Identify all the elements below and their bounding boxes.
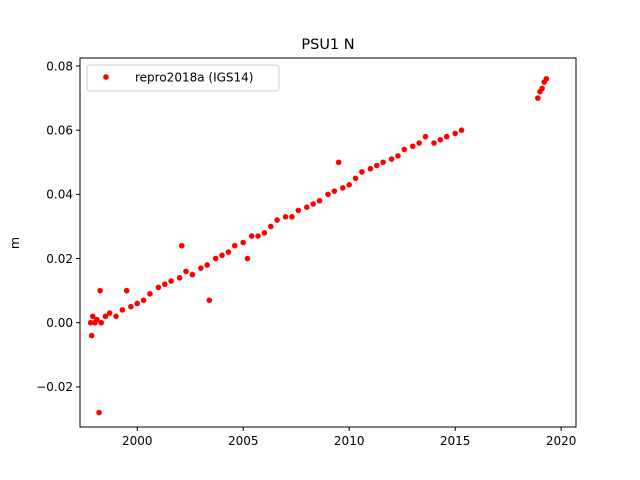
legend-label: repro2018a (IGS14): [135, 71, 253, 85]
chart-title: PSU1 N: [301, 37, 354, 53]
data-point: [96, 409, 102, 416]
data-point: [274, 217, 280, 223]
data-point: [240, 239, 247, 246]
data-point: [219, 252, 225, 259]
data-point: [183, 268, 189, 275]
data-point: [244, 255, 251, 262]
data-point: [155, 284, 162, 291]
x-tick-label: 2000: [122, 434, 153, 448]
data-point: [316, 197, 323, 204]
data-point: [89, 313, 96, 320]
data-point: [458, 127, 465, 133]
data-point: [543, 76, 550, 82]
data-point: [416, 140, 422, 146]
y-axis-ticks: −0.02 0.00 0.02 0.04 0.06 0.08: [36, 59, 80, 394]
data-point: [255, 233, 261, 239]
data-point: [535, 95, 541, 101]
data-point: [248, 233, 255, 239]
data-point: [409, 143, 416, 150]
data-point: [178, 242, 185, 249]
data-point: [204, 262, 210, 268]
data-point: [140, 297, 147, 304]
data-point: [231, 242, 238, 249]
data-point: [289, 214, 295, 220]
data-point: [147, 291, 153, 297]
x-tick-label: 2010: [334, 434, 365, 448]
data-point: [113, 313, 119, 320]
x-tick-label: 2020: [546, 434, 577, 448]
data-point: [388, 156, 395, 162]
data-point: [102, 313, 109, 320]
data-point: [88, 332, 95, 339]
x-tick-label: 2015: [440, 434, 471, 448]
plot-frame: [79, 57, 577, 428]
data-point: [325, 191, 331, 198]
data-point: [119, 307, 126, 313]
data-point: [282, 214, 289, 220]
data-point: [128, 303, 134, 310]
data-point: [431, 140, 437, 146]
x-axis-ticks: 2000 2005 2010 2015 2020: [122, 427, 576, 448]
data-point: [539, 85, 545, 92]
data-point: [198, 265, 204, 271]
data-point: [267, 223, 274, 230]
x-tick-label: 2005: [228, 434, 259, 448]
data-point: [331, 188, 338, 194]
data-point: [452, 130, 458, 137]
data-point: [359, 169, 365, 175]
data-point: [401, 146, 408, 153]
data-point: [422, 133, 429, 140]
data-point: [97, 287, 103, 294]
data-point: [87, 319, 94, 326]
data-point: [225, 249, 232, 255]
legend-marker: [103, 74, 109, 80]
y-tick-label: 0.00: [46, 316, 73, 330]
data-points: [87, 76, 550, 416]
data-point: [380, 159, 386, 166]
data-point: [367, 165, 374, 172]
data-point: [176, 275, 183, 281]
data-point: [123, 287, 130, 294]
data-point: [352, 175, 359, 182]
data-point: [304, 204, 310, 210]
data-point: [168, 278, 174, 284]
data-point: [98, 319, 104, 326]
data-point: [161, 281, 168, 288]
data-point: [261, 230, 268, 236]
data-point: [94, 316, 100, 323]
y-axis-label: m: [7, 237, 22, 249]
data-point: [340, 185, 346, 191]
data-point: [295, 207, 302, 214]
data-point: [335, 159, 342, 166]
data-point: [346, 181, 353, 188]
data-point: [443, 133, 450, 140]
data-point: [212, 255, 219, 262]
legend: repro2018a (IGS14): [86, 64, 280, 92]
data-point: [206, 297, 213, 304]
y-tick-label: 0.06: [46, 123, 73, 137]
y-tick-label: 0.04: [46, 188, 73, 202]
data-point: [310, 201, 316, 207]
data-point: [106, 310, 113, 316]
legend-box: [86, 64, 280, 92]
data-point: [373, 162, 380, 169]
y-tick-label: 0.02: [46, 252, 73, 266]
data-point: [189, 271, 196, 278]
y-tick-label: −0.02: [36, 380, 73, 394]
data-point: [395, 153, 401, 159]
y-tick-label: 0.08: [46, 59, 73, 73]
data-point: [134, 300, 141, 307]
data-point: [437, 137, 444, 143]
